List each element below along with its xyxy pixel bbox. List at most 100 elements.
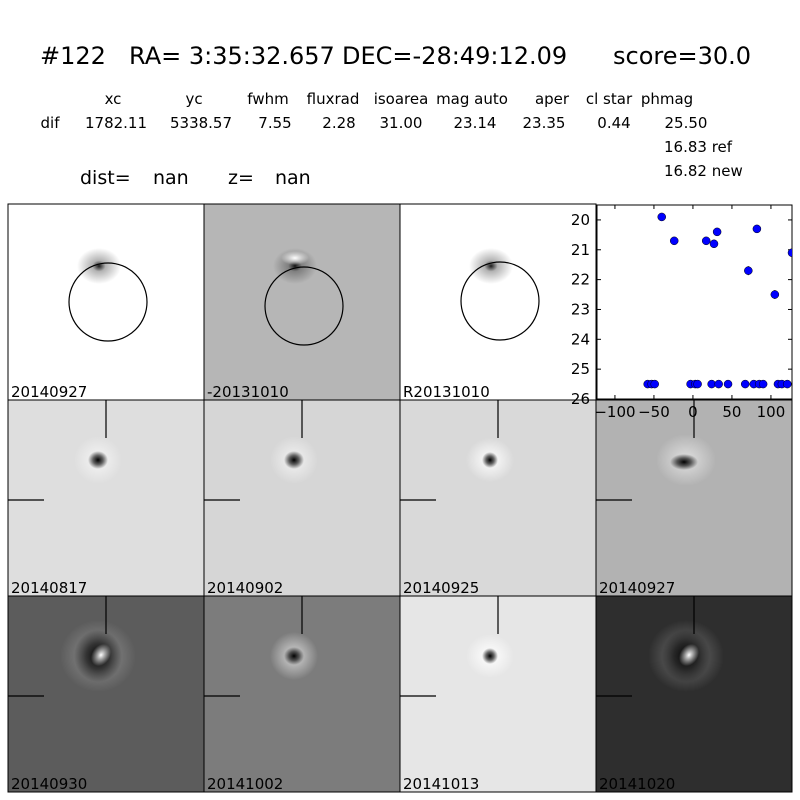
- source-blob: [482, 648, 498, 664]
- data-point: [650, 379, 659, 389]
- table-cell: 25.50: [665, 114, 708, 132]
- y-tick-label: 20: [571, 211, 590, 229]
- column-header: xc: [105, 90, 122, 108]
- image-panel: R20131010: [399, 203, 597, 401]
- data-point: [693, 379, 702, 389]
- source-blob: [88, 451, 108, 469]
- data-point: [758, 379, 768, 389]
- phmag-note: 16.82 new: [664, 162, 743, 180]
- table-cell: 31.00: [380, 114, 423, 132]
- y-tick-label: 23: [571, 300, 590, 318]
- panel-image: [7, 203, 205, 401]
- source-blob: [482, 452, 498, 468]
- table-cell: 2.28: [322, 114, 355, 132]
- panel-label: 20140927: [599, 579, 675, 597]
- column-header: cl star: [586, 90, 633, 108]
- x-tick-label: 0: [688, 403, 698, 421]
- data-point: [701, 236, 711, 246]
- dist-label: dist=: [80, 167, 131, 189]
- source-blob: [469, 248, 513, 284]
- y-tick-label: 25: [571, 360, 590, 378]
- x-tick-label: −100: [594, 403, 635, 421]
- header: #122 RA= 3:35:32.657 DEC=-28:49:12.09 sc…: [40, 42, 751, 189]
- panel-label: -20131010: [207, 383, 289, 401]
- core: [678, 643, 700, 667]
- dec: DEC=-28:49:12.09: [342, 42, 567, 70]
- source-blob: [284, 647, 304, 665]
- panel-label: 20141013: [403, 775, 479, 793]
- table-cell: 7.55: [258, 114, 291, 132]
- source-blob: [284, 451, 304, 469]
- dist-value: nan: [153, 167, 189, 189]
- data-point: [712, 227, 722, 237]
- source-blob: [77, 248, 121, 284]
- column-header: fwhm: [247, 90, 288, 108]
- column-header: mag auto: [436, 90, 508, 108]
- panel-label: R20131010: [403, 383, 490, 401]
- object-id: #122: [40, 42, 106, 70]
- image-panel: -20131010: [203, 203, 401, 401]
- column-header: phmag: [641, 90, 693, 108]
- image-panel: 20140925: [399, 399, 597, 597]
- ra: RA= 3:35:32.657: [129, 42, 335, 70]
- image-panel: 20140927: [595, 399, 793, 597]
- phmag-note: 16.83 ref: [664, 138, 733, 156]
- residual: [281, 251, 309, 265]
- table-cell: 23.14: [454, 114, 497, 132]
- data-point: [669, 236, 679, 246]
- aperture-circle: [68, 262, 148, 342]
- table-cell: 1782.11: [85, 114, 147, 132]
- panel-label: 20140927: [11, 383, 87, 401]
- x-tick-label: 50: [722, 403, 741, 421]
- data-point: [714, 379, 723, 389]
- panel-label: 20140925: [403, 579, 479, 597]
- data-point: [783, 379, 792, 389]
- image-panel: 20140930: [7, 595, 205, 793]
- aperture-circle: [460, 261, 540, 341]
- plot-area: [596, 204, 793, 400]
- y-tick-label: 26: [571, 390, 590, 408]
- panel-label: 20141020: [599, 775, 675, 793]
- image-panel: 20141013: [399, 595, 597, 793]
- image-panel: 20140927: [7, 203, 205, 401]
- panel-label: 20141002: [207, 775, 283, 793]
- column-header: yc: [185, 90, 202, 108]
- column-header: isoarea: [374, 90, 429, 108]
- y-tick-label: 22: [571, 271, 590, 289]
- x-tick-label: −50: [638, 403, 670, 421]
- data-point: [752, 224, 762, 234]
- y-tick-label: 24: [571, 330, 590, 348]
- panel-label: 20140817: [11, 579, 87, 597]
- points: [643, 212, 792, 389]
- data-point: [787, 248, 792, 258]
- panel-label: 20140902: [207, 579, 283, 597]
- panel-label: 20140930: [11, 775, 87, 793]
- table-cell: 5338.57: [170, 114, 232, 132]
- data-point: [709, 239, 719, 249]
- panel-image: [203, 203, 401, 401]
- data-point: [770, 290, 780, 299]
- data-point: [744, 266, 753, 275]
- table-cell: 0.44: [597, 114, 630, 132]
- y-tick-label: 21: [571, 241, 590, 259]
- x-tick-label: 100: [757, 403, 786, 421]
- z-value: nan: [275, 167, 311, 189]
- core: [90, 643, 112, 667]
- table-cell: 23.35: [523, 114, 566, 132]
- panel-image: [399, 203, 597, 401]
- column-header: fluxrad: [307, 90, 360, 108]
- aperture-circle: [264, 266, 344, 346]
- image-panel: 20141020: [595, 595, 793, 793]
- data-point: [657, 212, 666, 222]
- image-panel: 20141002: [203, 595, 401, 793]
- score: score=30.0: [613, 42, 751, 70]
- column-header: aper: [535, 90, 570, 108]
- image-panel: 20140817: [7, 399, 205, 597]
- source-blob: [670, 454, 698, 470]
- z-label: z=: [228, 167, 254, 189]
- table-cell: dif: [41, 114, 61, 132]
- data-point: [723, 379, 733, 389]
- data-point: [740, 379, 750, 389]
- image-panel: 20140902: [203, 399, 401, 597]
